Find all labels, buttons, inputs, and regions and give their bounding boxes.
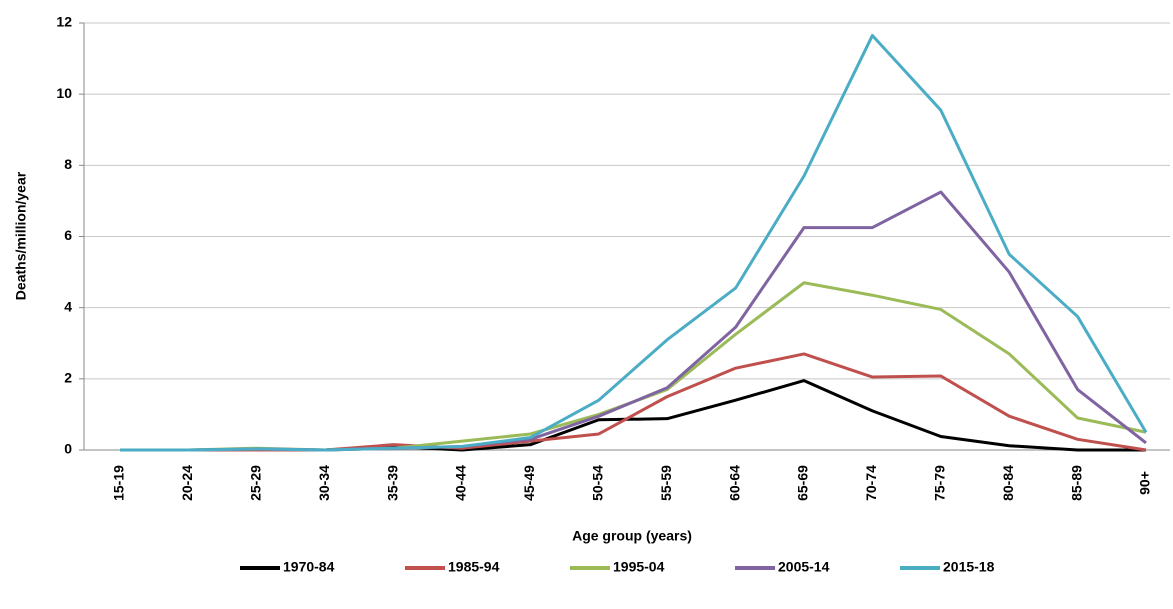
x-tick-label: 15-19 [111,465,127,501]
x-tick-label: 25-29 [248,465,264,501]
x-tick-label: 45-49 [521,465,537,501]
x-tick-label: 30-34 [316,465,332,501]
y-tick-label: 6 [64,227,72,243]
y-tick-label: 12 [56,14,72,30]
x-tick-label: 85-89 [1068,465,1084,501]
x-axis-title: Age group (years) [572,528,692,544]
legend-label: 2005-14 [778,559,830,575]
y-tick-label: 0 [64,441,72,457]
y-axis-title: Deaths/million/year [13,171,29,300]
x-tick-label: 90+ [1137,471,1153,495]
x-tick-label: 75-79 [932,465,948,501]
x-tick-label: 40-44 [453,465,469,501]
x-tick-label: 65-69 [795,465,811,501]
y-tick-label: 4 [64,298,72,314]
x-tick-label: 60-64 [726,465,742,501]
x-tick-label: 50-54 [590,465,606,501]
y-tick-label: 8 [64,156,72,172]
series-line [120,190,1147,452]
x-tick-label: 35-39 [384,465,400,501]
y-tick-label: 10 [56,85,72,101]
x-tick-label: 80-84 [1000,465,1016,501]
legend-label: 1985-94 [448,559,500,575]
legend-label: 1995-04 [613,559,665,575]
legend-label: 1970-84 [283,559,335,575]
legend-label: 2015-18 [943,559,995,575]
series-line [120,33,1148,452]
x-tick-label: 55-59 [658,465,674,501]
x-tick-label: 70-74 [863,465,879,501]
y-tick-label: 2 [64,370,72,386]
x-tick-label: 20-24 [179,465,195,501]
